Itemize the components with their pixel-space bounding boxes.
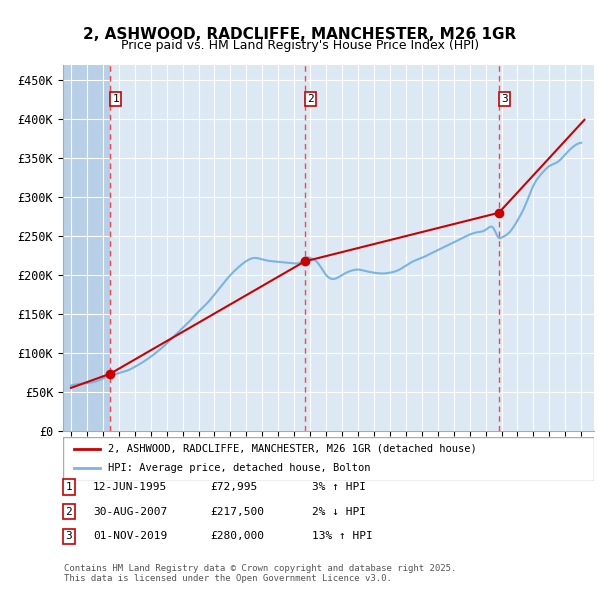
FancyBboxPatch shape (63, 437, 594, 481)
Text: 1: 1 (112, 94, 119, 104)
Text: 3% ↑ HPI: 3% ↑ HPI (312, 482, 366, 491)
Text: Contains HM Land Registry data © Crown copyright and database right 2025.
This d: Contains HM Land Registry data © Crown c… (64, 563, 457, 583)
Text: 2: 2 (65, 507, 73, 516)
Text: 1: 1 (65, 482, 73, 491)
Text: 12-JUN-1995: 12-JUN-1995 (93, 482, 167, 491)
Text: 3: 3 (501, 94, 508, 104)
Text: 2: 2 (307, 94, 314, 104)
Text: 01-NOV-2019: 01-NOV-2019 (93, 532, 167, 541)
Text: £217,500: £217,500 (210, 507, 264, 516)
Text: £72,995: £72,995 (210, 482, 257, 491)
Text: 2, ASHWOOD, RADCLIFFE, MANCHESTER, M26 1GR: 2, ASHWOOD, RADCLIFFE, MANCHESTER, M26 1… (83, 27, 517, 41)
Text: Price paid vs. HM Land Registry's House Price Index (HPI): Price paid vs. HM Land Registry's House … (121, 39, 479, 52)
Text: 3: 3 (65, 532, 73, 541)
Bar (63, 65, 110, 431)
Text: HPI: Average price, detached house, Bolton: HPI: Average price, detached house, Bolt… (108, 464, 371, 473)
Text: 13% ↑ HPI: 13% ↑ HPI (312, 532, 373, 541)
Text: 2% ↓ HPI: 2% ↓ HPI (312, 507, 366, 516)
Text: 30-AUG-2007: 30-AUG-2007 (93, 507, 167, 516)
Text: £280,000: £280,000 (210, 532, 264, 541)
Text: 2, ASHWOOD, RADCLIFFE, MANCHESTER, M26 1GR (detached house): 2, ASHWOOD, RADCLIFFE, MANCHESTER, M26 1… (108, 444, 477, 454)
